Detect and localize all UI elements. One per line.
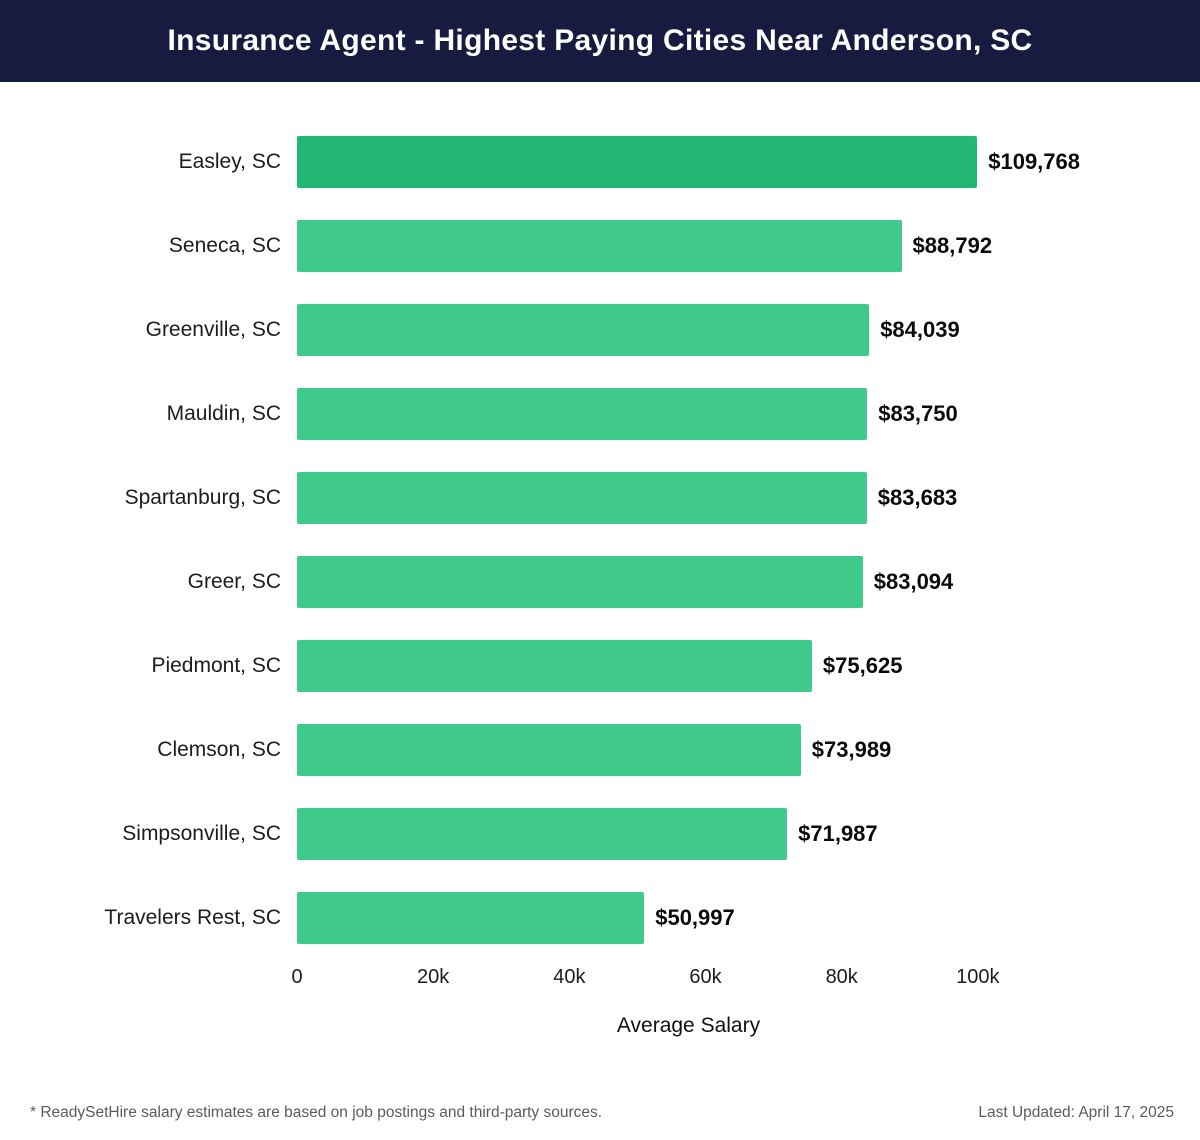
bar-row-label: Greer, SC [187, 570, 281, 593]
bar-plot: $83,683 [297, 456, 1080, 540]
bar-row: Greer, SC $83,094 [0, 540, 1200, 624]
bar-value-label: $75,625 [822, 653, 903, 678]
bar-plot: $83,094 [297, 540, 1080, 624]
bar-plot: $71,987 [297, 792, 1080, 876]
bar-row: Easley, SC $109,768 [0, 120, 1200, 204]
bar-chart: Easley, SC $109,768 Seneca, SC $88,792 G… [0, 82, 1200, 1038]
chart-footer: * ReadySetHire salary estimates are base… [0, 1104, 1200, 1122]
axis-tick-label: 80k [825, 966, 858, 988]
bar-row-label: Easley, SC [178, 150, 281, 173]
bar-row-label: Simpsonville, SC [122, 822, 281, 845]
bar-row: Greenville, SC $84,039 [0, 288, 1200, 372]
bar-value-label: $84,039 [880, 317, 960, 342]
bar-plot: $73,989 [297, 708, 1080, 792]
bar-row: Spartanburg, SC $83,683 [0, 456, 1200, 540]
bar-plot: $75,625 [297, 624, 1080, 708]
bar [297, 724, 801, 776]
bar [297, 388, 868, 440]
bar-value-label: $71,987 [798, 821, 878, 846]
axis-tick-label: 20k [417, 966, 450, 988]
bar-row-label: Travelers Rest, SC [104, 906, 281, 929]
bar-row: Piedmont, SC $75,625 [0, 624, 1200, 708]
bar [297, 640, 812, 692]
bar-value-label: $73,989 [811, 737, 892, 762]
bar-row-label: Piedmont, SC [151, 654, 281, 677]
axis-tick-label: 0 [291, 966, 303, 988]
bar-value-label: $50,997 [655, 905, 735, 930]
bar-value-label: $88,792 [912, 233, 993, 258]
x-axis-title: Average Salary [616, 1014, 761, 1037]
bar-rows: Easley, SC $109,768 Seneca, SC $88,792 G… [0, 120, 1200, 960]
bar [297, 220, 902, 272]
bar-row: Simpsonville, SC $71,987 [0, 792, 1200, 876]
bar-plot: $88,792 [297, 204, 1080, 288]
axis-tick-label: 100k [956, 966, 1000, 988]
chart-title: Insurance Agent - Highest Paying Cities … [167, 24, 1033, 57]
bar-value-label: $109,768 [988, 149, 1080, 174]
bar-plot: $109,768 [297, 120, 1080, 204]
bar-row: Mauldin, SC $83,750 [0, 372, 1200, 456]
bar-value-label: $83,094 [873, 569, 954, 594]
bar-row-label: Clemson, SC [157, 738, 281, 761]
last-updated: Last Updated: April 17, 2025 [978, 1104, 1174, 1121]
bar-row: Clemson, SC $73,989 [0, 708, 1200, 792]
bar [297, 304, 870, 356]
bar-value-label: $83,683 [877, 485, 958, 510]
bar-plot: $50,997 [297, 876, 1080, 960]
bar-row: Travelers Rest, SC $50,997 [0, 876, 1200, 960]
bar-plot: $84,039 [297, 288, 1080, 372]
chart-header: Insurance Agent - Highest Paying Cities … [0, 0, 1200, 82]
bar [297, 808, 788, 860]
bar-row-label: Seneca, SC [168, 234, 281, 257]
bar-row: Seneca, SC $88,792 [0, 204, 1200, 288]
bar-row-label: Spartanburg, SC [124, 486, 281, 509]
bar-row-label: Mauldin, SC [166, 402, 281, 425]
axis-tick-label: 60k [689, 966, 722, 988]
bar-row-label: Greenville, SC [145, 318, 281, 341]
bar [297, 472, 867, 524]
bar [297, 556, 863, 608]
bar [297, 136, 978, 188]
footnote: * ReadySetHire salary estimates are base… [30, 1104, 603, 1121]
bar-value-label: $83,750 [878, 401, 958, 426]
x-axis: 0 20k 40k 60k 80k 100k [291, 960, 1080, 1002]
axis-tick-label: 40k [553, 966, 586, 988]
bar-plot: $83,750 [297, 372, 1080, 456]
bar [297, 892, 645, 944]
